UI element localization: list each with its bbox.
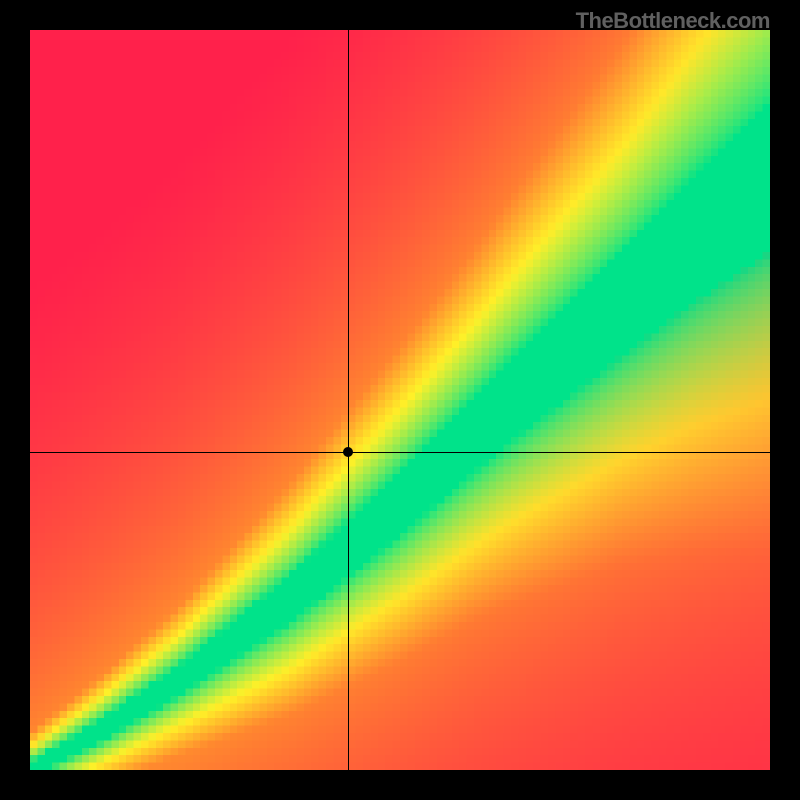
heatmap-canvas xyxy=(30,30,770,770)
crosshair-horizontal xyxy=(30,452,770,453)
crosshair-marker xyxy=(343,447,353,457)
figure-root: TheBottleneck.com xyxy=(0,0,800,800)
plot-area xyxy=(30,30,770,770)
crosshair-vertical xyxy=(348,30,349,770)
